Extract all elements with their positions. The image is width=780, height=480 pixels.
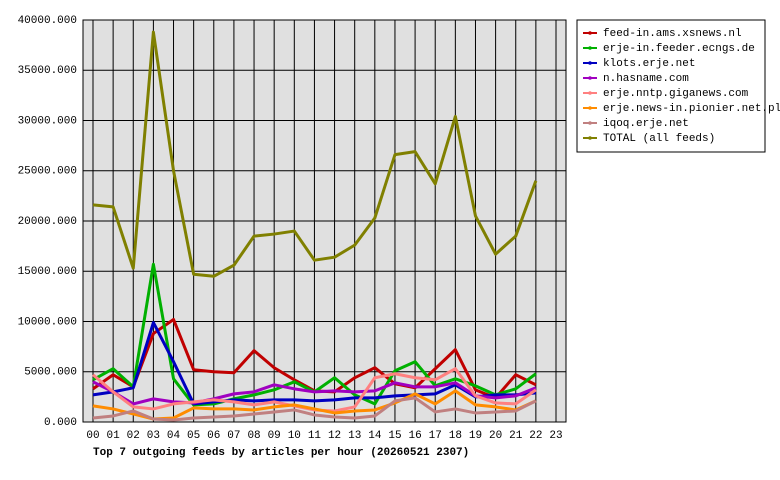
y-tick-label: 5000.000 — [24, 367, 77, 379]
y-tick-label: 25000.000 — [18, 166, 77, 178]
x-tick-label: 00 — [86, 430, 99, 442]
x-tick-label: 07 — [227, 430, 240, 442]
legend-dot — [588, 106, 592, 110]
legend-dot — [588, 46, 592, 50]
y-tick-label: 30000.000 — [18, 115, 77, 127]
x-tick-label: 11 — [308, 430, 322, 442]
x-tick-label: 18 — [449, 430, 462, 442]
legend-label: feed-in.ams.xsnews.nl — [603, 28, 742, 40]
legend-dot — [588, 31, 592, 35]
legend-label: erje-in.feeder.ecngs.de — [603, 43, 755, 55]
legend-label: n.hasname.com — [603, 73, 689, 85]
legend-label: iqoq.erje.net — [603, 118, 689, 130]
x-tick-label: 22 — [529, 430, 542, 442]
y-tick-label: 35000.000 — [18, 65, 77, 77]
x-tick-label: 17 — [429, 430, 442, 442]
legend-dot — [588, 136, 592, 140]
y-tick-label: 0.000 — [44, 417, 77, 429]
series-line — [92, 396, 537, 422]
x-tick-label: 21 — [509, 430, 523, 442]
x-tick-label: 16 — [408, 430, 421, 442]
x-tick-label: 02 — [127, 430, 140, 442]
x-tick-label: 04 — [167, 430, 181, 442]
x-tick-label: 14 — [368, 430, 382, 442]
x-tick-label: 05 — [187, 430, 200, 442]
x-tick-label: 12 — [328, 430, 341, 442]
chart-title: Top 7 outgoing feeds by articles per hou… — [93, 447, 469, 459]
legend-label: klots.erje.net — [603, 58, 695, 70]
y-tick-label: 40000.000 — [18, 15, 77, 27]
legend-label: TOTAL (all feeds) — [603, 133, 715, 145]
x-tick-label: 09 — [268, 430, 281, 442]
y-tick-label: 20000.000 — [18, 216, 77, 228]
x-tick-label: 10 — [288, 430, 301, 442]
x-tick-label: 03 — [147, 430, 160, 442]
x-tick-label: 15 — [388, 430, 401, 442]
legend-dot — [588, 91, 592, 95]
series-line — [92, 30, 538, 278]
legend-dot — [588, 76, 592, 80]
x-tick-label: 08 — [247, 430, 260, 442]
x-tick-label: 06 — [207, 430, 220, 442]
y-tick-label: 15000.000 — [18, 266, 77, 278]
x-tick-label: 01 — [107, 430, 121, 442]
x-tick-label: 23 — [549, 430, 562, 442]
legend-label: erje.news-in.pionier.net.pl — [603, 103, 780, 115]
legend-dot — [588, 61, 592, 65]
y-tick-label: 10000.000 — [18, 316, 77, 328]
series-line — [92, 380, 537, 406]
x-tick-label: 20 — [489, 430, 502, 442]
x-tick-label: 19 — [469, 430, 482, 442]
legend-label: erje.nntp.giganews.com — [603, 88, 749, 100]
x-tick-label: 13 — [348, 430, 361, 442]
legend-box — [576, 19, 766, 153]
legend-dot — [588, 121, 592, 125]
